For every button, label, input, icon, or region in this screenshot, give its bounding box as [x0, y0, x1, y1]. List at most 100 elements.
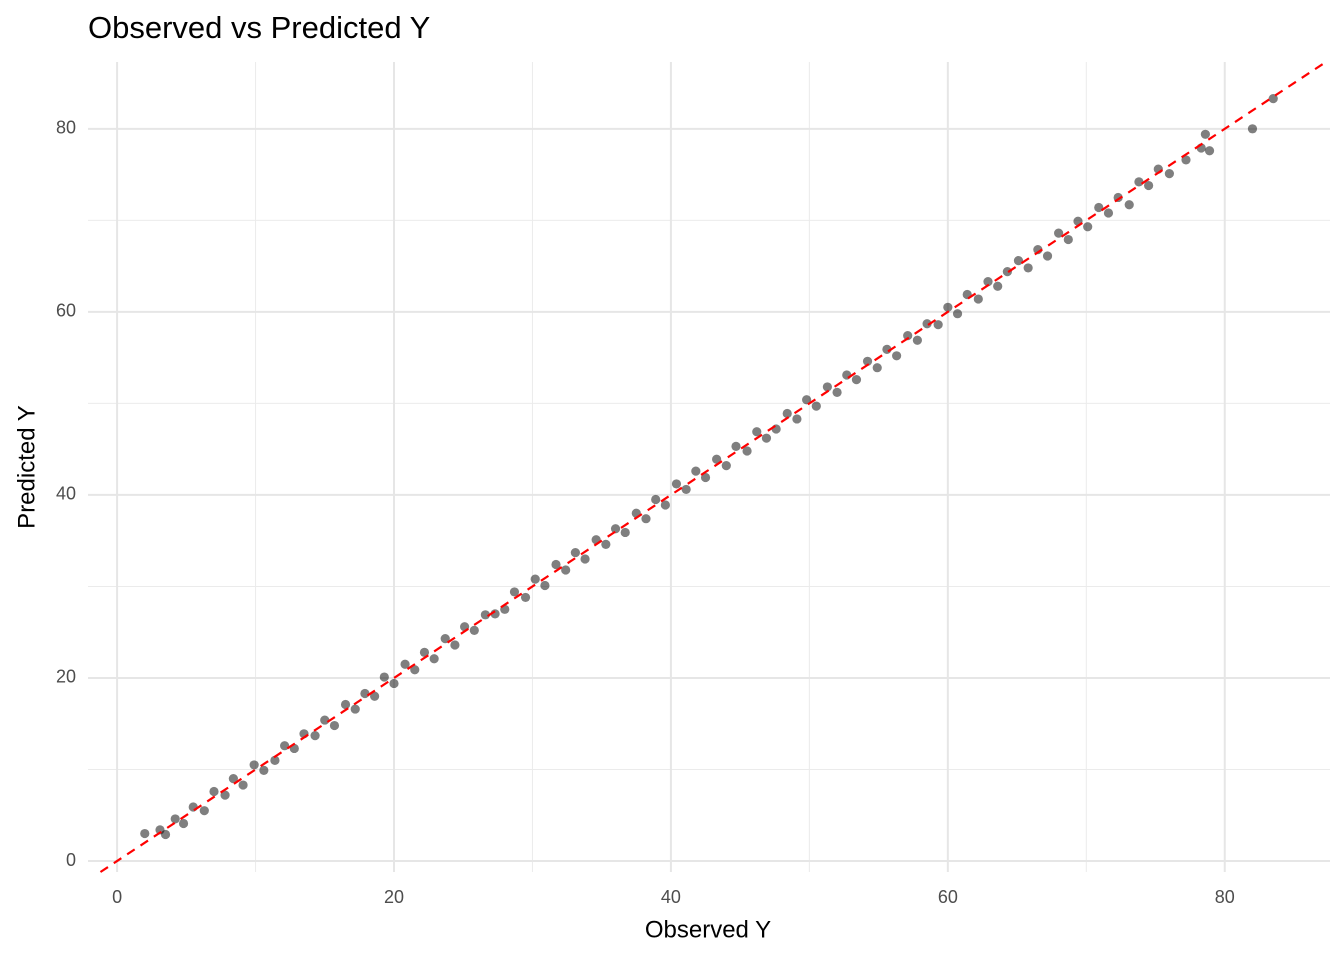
x-tick-label: 60	[938, 887, 958, 907]
chart-title: Observed vs Predicted Y	[88, 10, 430, 45]
point	[209, 786, 219, 797]
point	[450, 640, 460, 650]
point	[419, 647, 430, 657]
point	[610, 524, 621, 534]
point	[1054, 228, 1064, 238]
point	[350, 704, 360, 714]
point	[1103, 208, 1114, 218]
point	[601, 539, 611, 549]
point	[1002, 266, 1012, 277]
point	[952, 309, 963, 319]
point	[400, 659, 410, 669]
point	[520, 592, 531, 603]
point	[429, 654, 439, 664]
point	[761, 433, 772, 443]
point	[1124, 200, 1134, 210]
point	[310, 731, 320, 741]
x-tick-label: 20	[384, 887, 404, 907]
point	[973, 294, 983, 304]
point	[802, 395, 812, 405]
point	[993, 281, 1003, 291]
point	[903, 331, 913, 341]
point	[660, 500, 670, 510]
point	[228, 774, 238, 784]
point	[530, 574, 540, 584]
point	[851, 374, 862, 385]
y-axis-title: Predicted Y	[13, 405, 40, 529]
point	[1094, 202, 1104, 213]
point	[561, 565, 571, 575]
point	[742, 446, 752, 456]
point	[178, 818, 189, 829]
y-tick-label: 80	[56, 118, 76, 138]
point	[238, 780, 248, 790]
reference-line	[99, 61, 1327, 873]
point	[731, 441, 741, 452]
point	[540, 580, 550, 591]
point	[700, 472, 711, 483]
point	[259, 765, 269, 776]
point	[983, 277, 993, 287]
point	[1042, 251, 1053, 261]
point	[752, 427, 762, 437]
point	[933, 320, 943, 330]
y-tick-label: 0	[66, 850, 76, 870]
point	[782, 408, 792, 419]
point	[912, 335, 922, 345]
point	[792, 414, 802, 424]
point	[1200, 129, 1210, 139]
point	[570, 547, 580, 558]
y-tick-label: 40	[56, 484, 76, 504]
point	[862, 356, 873, 366]
point	[1247, 124, 1258, 134]
point	[170, 814, 180, 824]
point	[1181, 155, 1191, 165]
point	[691, 466, 701, 476]
point	[280, 741, 290, 751]
point	[320, 715, 330, 725]
y-tick-label: 60	[56, 301, 76, 321]
point	[943, 302, 953, 312]
point	[1023, 263, 1033, 273]
point	[832, 387, 842, 398]
point	[922, 319, 932, 329]
point	[220, 790, 230, 800]
point	[811, 401, 821, 411]
point	[671, 479, 682, 489]
point	[580, 554, 590, 564]
point	[379, 672, 389, 682]
point	[771, 424, 781, 434]
point	[1083, 222, 1093, 232]
y-tick-label: 20	[56, 667, 76, 687]
point	[410, 665, 420, 675]
point	[872, 363, 882, 373]
point	[370, 691, 380, 701]
point	[651, 494, 661, 505]
point	[1063, 234, 1073, 245]
point	[1013, 256, 1024, 266]
point	[1164, 169, 1174, 179]
point	[389, 678, 399, 689]
point	[440, 634, 450, 644]
point	[1134, 177, 1144, 187]
point	[721, 461, 731, 471]
point	[892, 351, 902, 361]
point	[681, 484, 691, 495]
x-tick-label: 0	[112, 887, 122, 907]
point	[140, 828, 150, 839]
point	[509, 587, 520, 597]
point	[340, 699, 351, 710]
point	[620, 527, 630, 538]
point	[270, 755, 280, 765]
point	[712, 454, 722, 464]
point	[329, 720, 340, 731]
point	[842, 370, 852, 380]
point	[160, 829, 171, 840]
point	[1204, 146, 1215, 156]
point	[249, 760, 259, 770]
x-tick-label: 40	[661, 887, 681, 907]
point	[188, 802, 198, 812]
point	[480, 610, 490, 620]
x-axis-title: Observed Y	[645, 916, 771, 943]
